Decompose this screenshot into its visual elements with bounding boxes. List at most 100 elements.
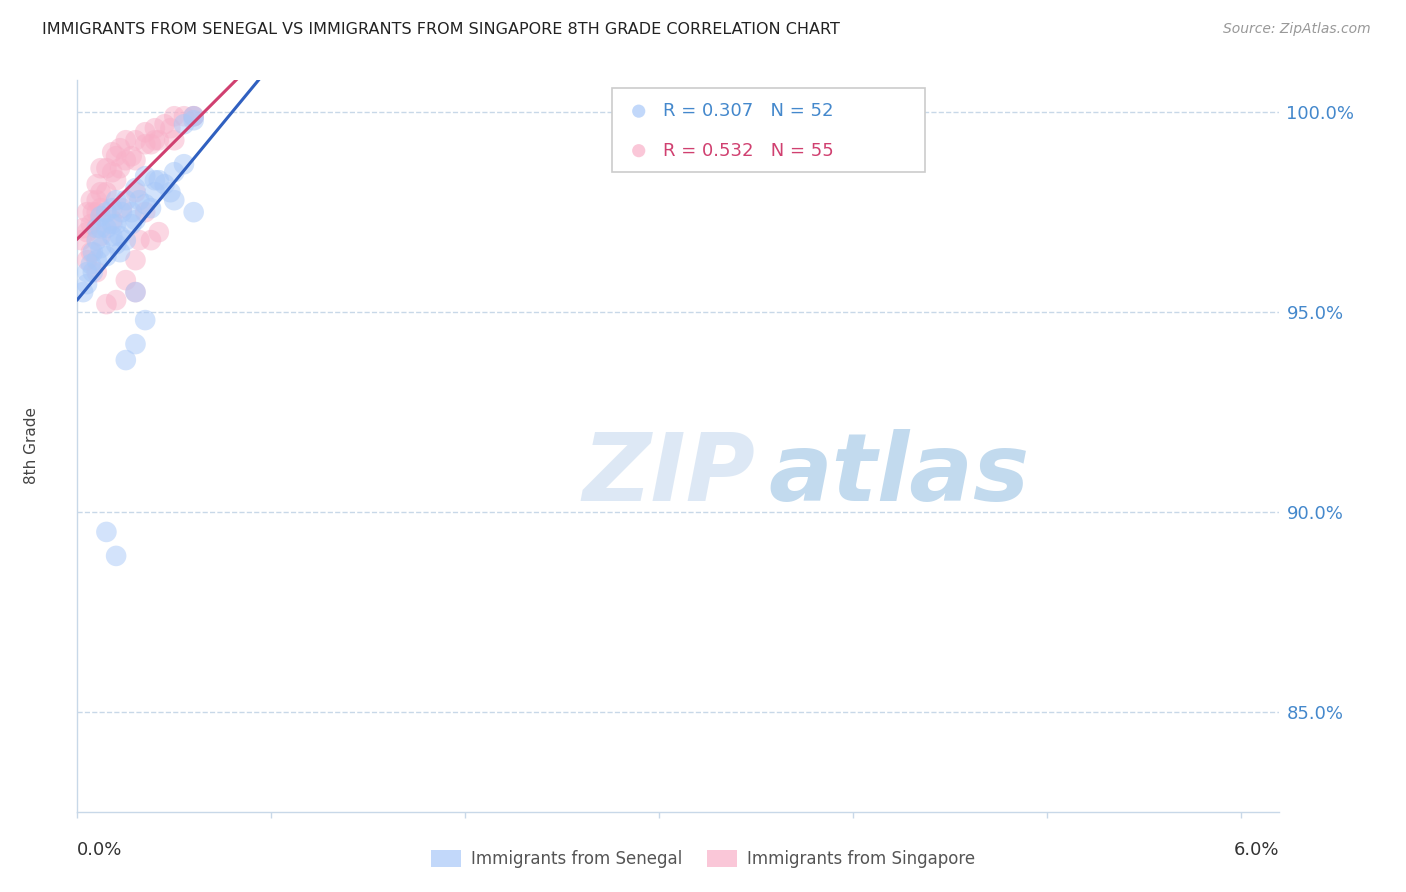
Point <box>114 193 136 207</box>
Point <box>183 109 205 123</box>
Point <box>108 229 131 244</box>
Point <box>72 285 94 299</box>
Point <box>101 217 124 231</box>
Point <box>105 149 128 163</box>
Point <box>82 245 104 260</box>
Point <box>86 178 108 192</box>
Point <box>143 121 166 136</box>
Point <box>76 225 98 239</box>
Point <box>82 265 104 279</box>
FancyBboxPatch shape <box>612 87 925 171</box>
Point <box>96 205 118 219</box>
Point <box>86 221 108 235</box>
Text: 6.0%: 6.0% <box>1234 841 1279 859</box>
Point <box>86 193 108 207</box>
Point <box>86 253 108 268</box>
Point <box>90 209 112 223</box>
Point <box>124 337 146 351</box>
Point <box>128 193 150 207</box>
Point <box>124 153 146 168</box>
Point <box>105 173 128 187</box>
Point <box>96 524 118 539</box>
Point <box>124 133 146 147</box>
Point <box>114 133 136 147</box>
Point <box>96 297 118 311</box>
Text: 8th Grade: 8th Grade <box>24 408 39 484</box>
Point <box>105 217 128 231</box>
Point <box>121 217 143 231</box>
Text: atlas: atlas <box>769 429 1029 521</box>
Point <box>86 265 108 279</box>
Point <box>134 197 156 211</box>
Point <box>139 233 162 247</box>
Point <box>76 265 98 279</box>
Point <box>96 161 118 176</box>
Point <box>163 133 186 147</box>
Point <box>121 149 143 163</box>
Point <box>114 273 136 287</box>
Point <box>105 193 128 207</box>
Point <box>148 225 170 239</box>
Point <box>124 181 146 195</box>
Point <box>148 173 170 187</box>
Point <box>183 109 205 123</box>
Point <box>153 178 176 192</box>
Point <box>114 353 136 368</box>
Point <box>80 257 103 271</box>
Text: ZIP: ZIP <box>582 429 755 521</box>
Point <box>90 229 112 244</box>
Point <box>124 213 146 227</box>
Point <box>159 121 181 136</box>
Point <box>153 117 176 131</box>
Point <box>163 193 186 207</box>
Point <box>96 249 118 263</box>
Point <box>80 245 103 260</box>
Point <box>173 157 195 171</box>
Point <box>143 185 166 199</box>
Point <box>124 185 146 199</box>
Point <box>114 233 136 247</box>
Point <box>121 205 143 219</box>
Legend: Immigrants from Senegal, Immigrants from Singapore: Immigrants from Senegal, Immigrants from… <box>425 843 981 875</box>
Point <box>143 133 166 147</box>
Point <box>139 201 162 215</box>
Point <box>163 165 186 179</box>
Point <box>105 549 128 563</box>
Point <box>124 285 146 299</box>
Point <box>111 201 134 215</box>
Point <box>124 253 146 268</box>
Point <box>96 221 118 235</box>
Text: R = 0.307   N = 52: R = 0.307 N = 52 <box>662 103 834 120</box>
Point <box>108 245 131 260</box>
Point <box>101 213 124 227</box>
Point <box>76 253 98 268</box>
Point <box>86 205 108 219</box>
Point <box>159 185 181 199</box>
Point <box>101 145 124 160</box>
Point <box>82 205 104 219</box>
Point <box>143 173 166 187</box>
Point <box>101 201 124 215</box>
Point <box>148 133 170 147</box>
Point <box>134 169 156 184</box>
Point <box>183 205 205 219</box>
Point <box>163 109 186 123</box>
Point <box>80 217 103 231</box>
Point <box>134 137 156 152</box>
Point <box>90 201 112 215</box>
Point <box>90 241 112 255</box>
Point <box>108 141 131 155</box>
Point <box>80 193 103 207</box>
Point <box>90 185 112 199</box>
Point <box>105 237 128 252</box>
Point <box>173 117 195 131</box>
Point <box>76 277 98 292</box>
Text: R = 0.532   N = 55: R = 0.532 N = 55 <box>662 142 834 160</box>
Point <box>139 137 162 152</box>
Point <box>173 109 195 123</box>
Text: Source: ZipAtlas.com: Source: ZipAtlas.com <box>1223 22 1371 37</box>
Point <box>124 285 146 299</box>
Point <box>90 221 112 235</box>
Point <box>105 293 128 307</box>
Point <box>134 205 156 219</box>
